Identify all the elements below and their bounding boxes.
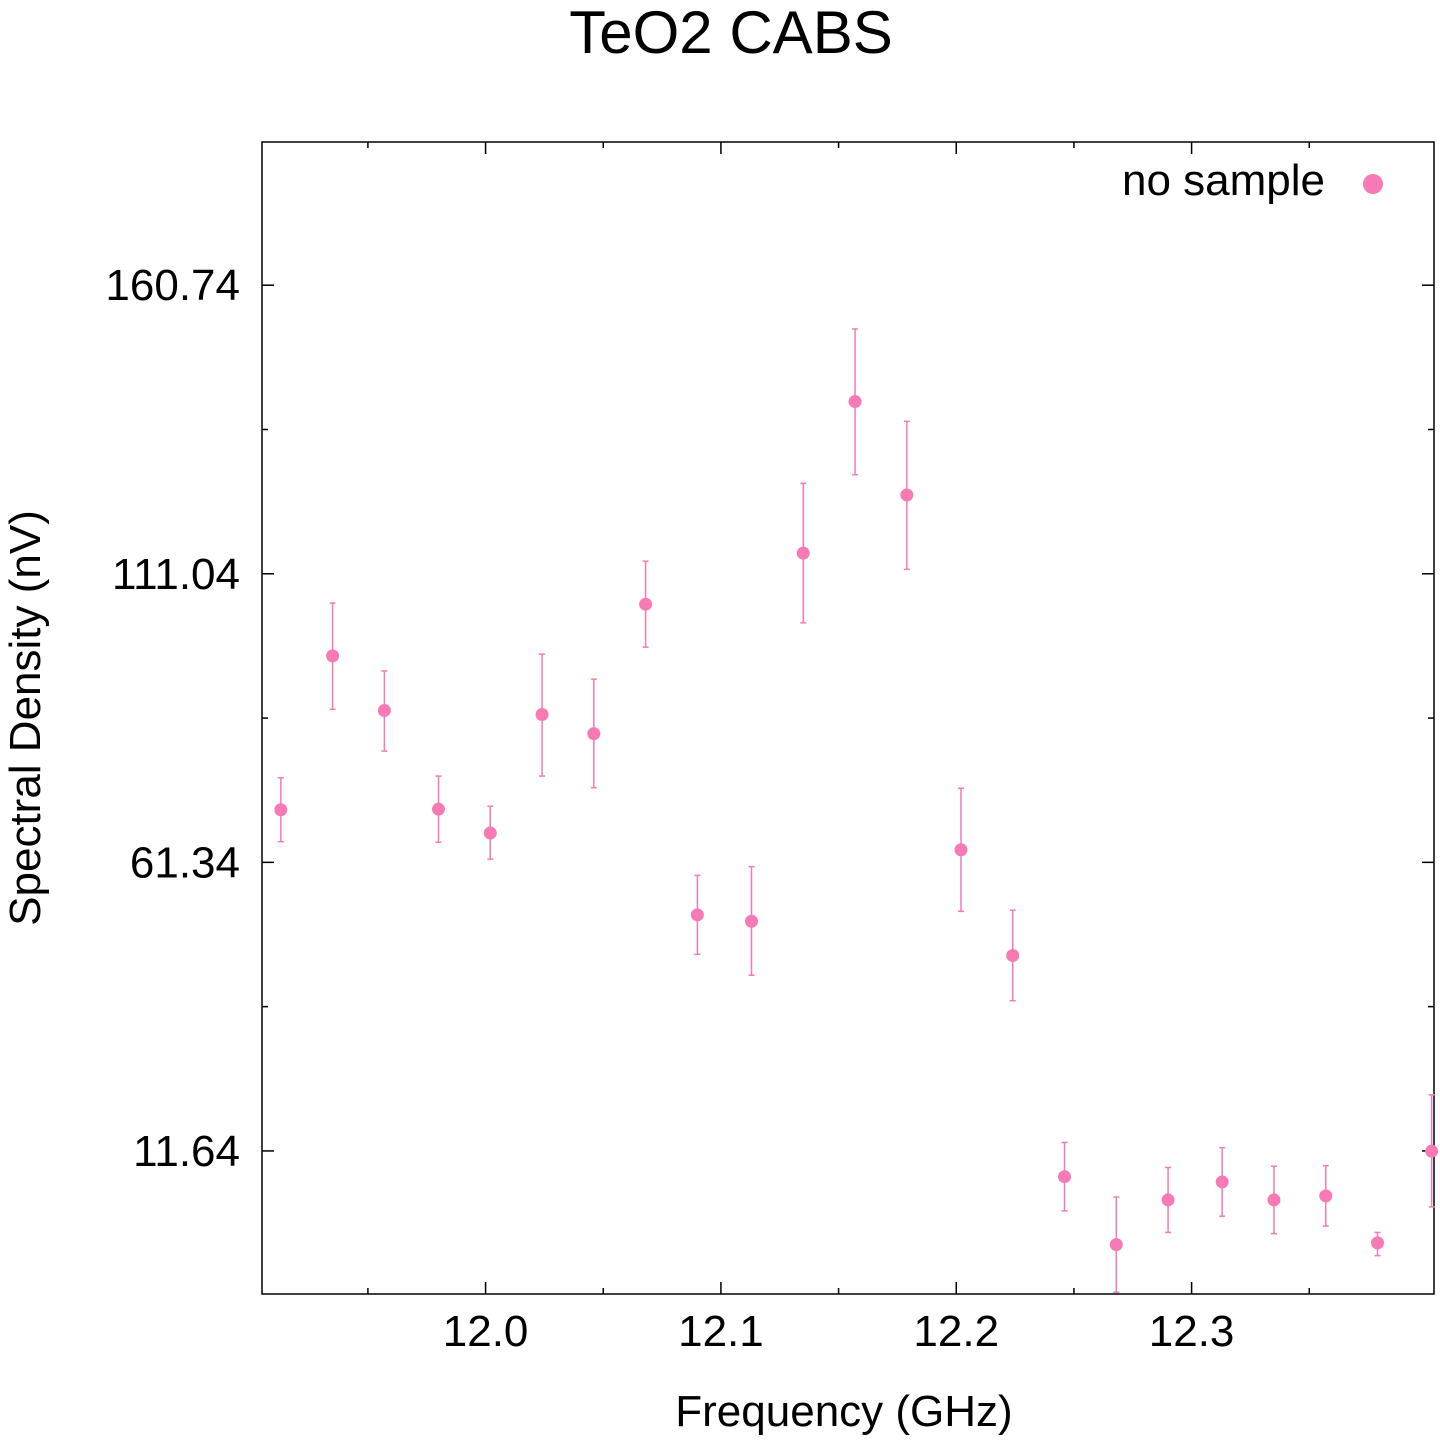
data-point <box>954 843 968 857</box>
data-point <box>1109 1238 1123 1252</box>
series-layer <box>274 328 1439 1294</box>
y-tick-label: 61.34 <box>130 838 240 887</box>
y-axis-title: Spectral Density (nV) <box>1 510 50 926</box>
data-point <box>848 395 862 409</box>
data-point <box>900 488 914 502</box>
y-tick-label: 11.64 <box>133 1127 240 1176</box>
data-point <box>1425 1144 1439 1158</box>
data-point <box>326 649 340 663</box>
chart-title: TeO2 CABS <box>569 0 892 66</box>
x-tick-label: 12.0 <box>443 1307 529 1356</box>
axis-ticks <box>262 142 1434 1294</box>
data-point <box>796 546 810 560</box>
data-point <box>483 826 497 840</box>
data-point <box>1267 1193 1281 1207</box>
y-tick-label: 111.04 <box>112 550 240 599</box>
x-tick-label: 12.2 <box>913 1307 999 1356</box>
legend: no sample <box>1122 156 1383 205</box>
axis-tick-labels: 12.0 12.1 12.2 12.3 11.64 61.34 111.04 160.74 <box>105 261 1234 1356</box>
data-point <box>274 803 288 817</box>
data-point <box>587 727 601 741</box>
data-point <box>432 802 446 816</box>
data-point <box>1161 1193 1175 1207</box>
data-series <box>274 328 1439 1294</box>
legend-marker <box>1363 174 1383 194</box>
data-point <box>1058 1170 1072 1184</box>
x-tick-label: 12.1 <box>678 1307 764 1356</box>
data-point <box>690 908 704 922</box>
data-point <box>1371 1236 1385 1250</box>
data-point <box>535 708 549 722</box>
data-point <box>639 597 653 611</box>
legend-label: no sample <box>1122 156 1325 205</box>
data-point <box>1215 1175 1229 1189</box>
plot-frame <box>261 141 1435 1295</box>
data-point <box>1006 948 1020 962</box>
y-tick-label: 160.74 <box>105 261 240 310</box>
data-point <box>745 914 759 928</box>
x-axis-title: Frequency (GHz) <box>675 1387 1012 1436</box>
data-point <box>1319 1189 1333 1203</box>
x-tick-label: 12.3 <box>1149 1307 1235 1356</box>
data-point <box>377 703 391 717</box>
